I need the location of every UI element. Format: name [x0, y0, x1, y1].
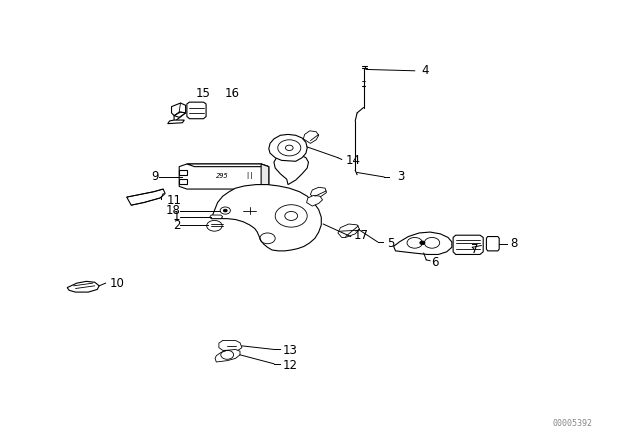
- Polygon shape: [179, 164, 269, 189]
- Polygon shape: [210, 215, 223, 219]
- Polygon shape: [303, 131, 319, 143]
- Text: 4: 4: [421, 64, 429, 78]
- Polygon shape: [219, 340, 242, 350]
- Polygon shape: [187, 102, 206, 119]
- Text: 9: 9: [151, 170, 159, 183]
- Text: 6: 6: [431, 255, 439, 269]
- Polygon shape: [168, 120, 184, 124]
- Polygon shape: [486, 237, 499, 251]
- Text: 10: 10: [110, 276, 125, 290]
- Polygon shape: [174, 112, 186, 117]
- Circle shape: [207, 220, 222, 231]
- Text: 5: 5: [387, 237, 395, 250]
- Text: 12: 12: [283, 358, 298, 372]
- Polygon shape: [274, 153, 308, 185]
- Text: 7: 7: [471, 243, 479, 256]
- Text: 11: 11: [166, 194, 181, 207]
- Text: 16: 16: [224, 86, 239, 100]
- Polygon shape: [394, 232, 452, 254]
- Polygon shape: [215, 349, 240, 362]
- Polygon shape: [127, 189, 165, 205]
- Text: 18: 18: [166, 204, 180, 217]
- Circle shape: [220, 207, 230, 214]
- Text: 1: 1: [173, 210, 180, 224]
- Text: 295: 295: [216, 172, 229, 179]
- Polygon shape: [172, 103, 186, 122]
- Polygon shape: [261, 164, 269, 189]
- Text: 13: 13: [283, 344, 298, 357]
- Polygon shape: [179, 179, 187, 184]
- Polygon shape: [187, 164, 269, 167]
- Polygon shape: [269, 134, 307, 161]
- Circle shape: [223, 209, 227, 212]
- Polygon shape: [338, 224, 360, 237]
- Text: 14: 14: [346, 154, 360, 167]
- Text: ||: ||: [245, 172, 254, 179]
- Circle shape: [420, 241, 425, 245]
- Polygon shape: [453, 235, 483, 254]
- Polygon shape: [307, 195, 323, 206]
- Polygon shape: [179, 170, 187, 175]
- Text: 00005392: 00005392: [553, 419, 593, 428]
- Text: 3: 3: [397, 170, 404, 184]
- Polygon shape: [67, 281, 99, 292]
- Polygon shape: [310, 187, 326, 199]
- Polygon shape: [211, 185, 321, 251]
- Text: 2: 2: [173, 219, 180, 232]
- Text: 8: 8: [511, 237, 518, 250]
- Text: 15: 15: [196, 86, 211, 100]
- Text: 17: 17: [353, 228, 368, 242]
